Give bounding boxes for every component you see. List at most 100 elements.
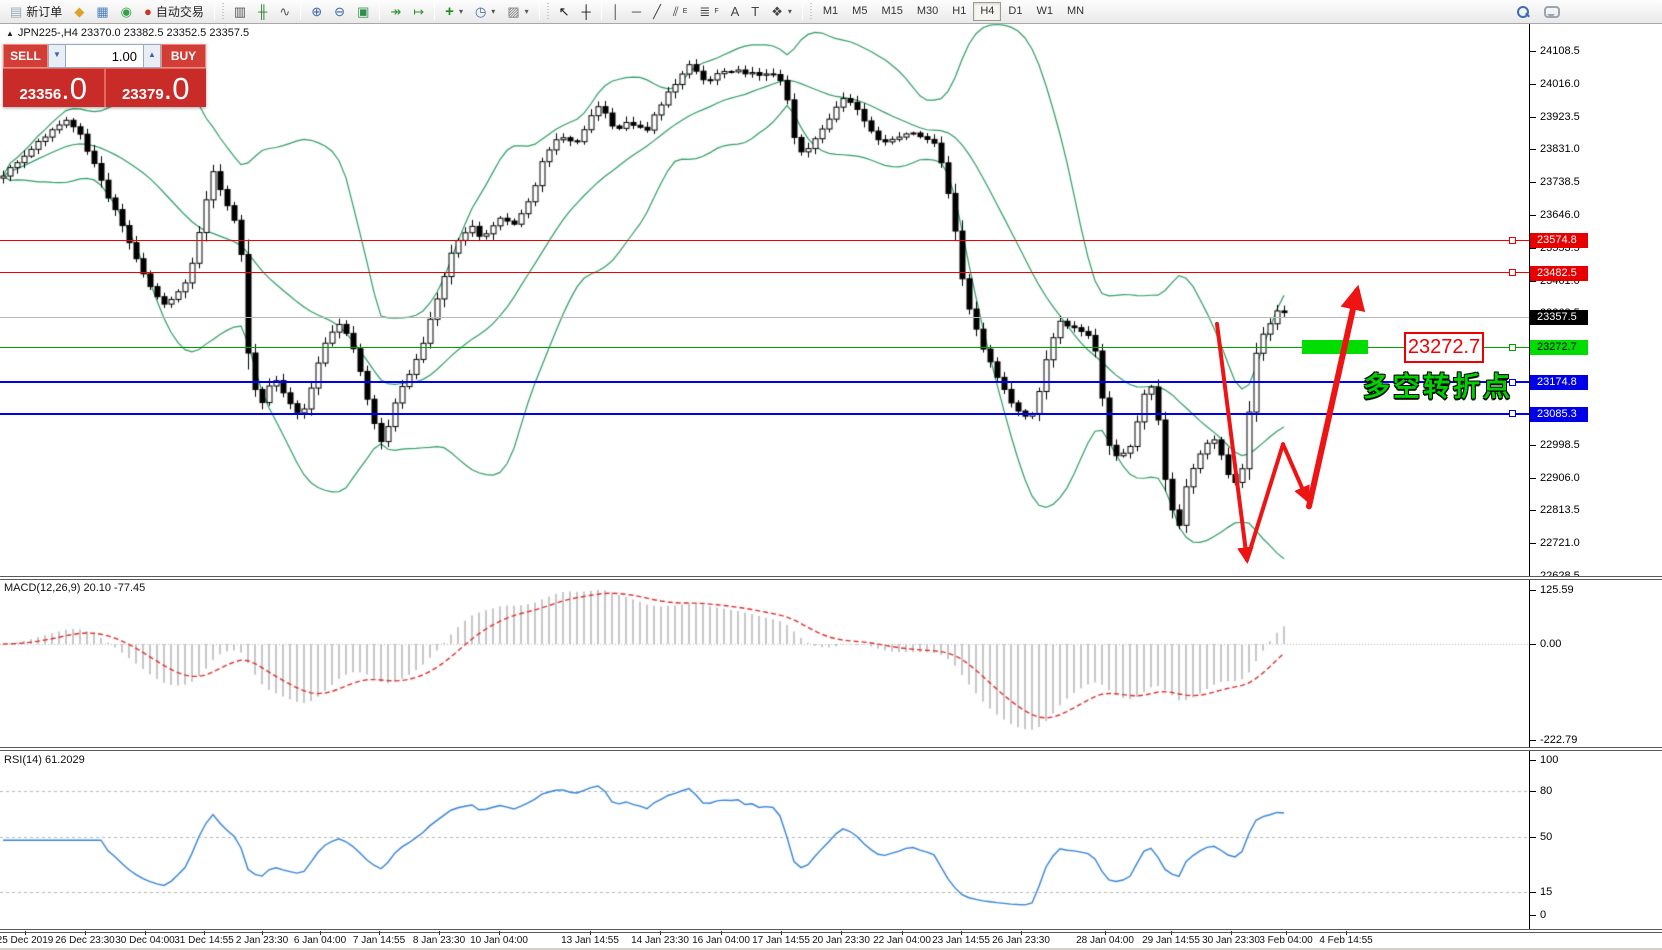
signals-button[interactable]: ◉	[115, 2, 138, 22]
timeframe-m30[interactable]: M30	[916, 5, 939, 17]
time-axis-tick	[262, 931, 263, 935]
vertical-line-button[interactable]: │	[606, 2, 626, 22]
price-axis-tick-mark	[1529, 116, 1536, 118]
buy-price[interactable]: 23379.0	[106, 69, 207, 107]
volume-decrease-icon[interactable]: ▼	[48, 44, 66, 68]
timeframe-m15[interactable]: M15	[881, 5, 903, 17]
sell-button[interactable]: SELL	[3, 44, 48, 68]
time-axis-label: 6 Jan 04:00	[293, 935, 347, 946]
line-handle[interactable]	[1509, 269, 1516, 277]
dropdown-caret-icon[interactable]: ▾	[458, 7, 463, 16]
chart-shift-button[interactable]: ↦	[407, 2, 430, 22]
toolbar-grip[interactable]	[220, 3, 226, 20]
line-chart-button[interactable]: ∿	[273, 2, 296, 22]
time-axis-tick	[1021, 931, 1022, 935]
time-axis-tick	[590, 931, 591, 935]
bottom-splitter	[0, 929, 1662, 933]
time-axis-tick	[721, 931, 722, 935]
line-handle[interactable]	[1509, 410, 1516, 418]
time-axis-label: 26 Dec 23:30	[55, 935, 115, 946]
zoom-in-button[interactable]: ⊕	[305, 2, 328, 22]
toolbar-separator	[213, 3, 215, 20]
time-axis-tick	[320, 931, 321, 935]
horizontal-line-object[interactable]	[0, 381, 1529, 384]
cursor-button[interactable]: ↖	[553, 2, 576, 22]
price-axis-tick: 24016.0	[1540, 77, 1580, 90]
timeframe-w1[interactable]: W1	[1036, 5, 1053, 17]
candlestick-chart-icon: ╫	[258, 3, 268, 19]
arrows-button[interactable]: ❖ ▾	[765, 2, 798, 22]
zoom-out-button[interactable]: ⊖	[328, 2, 351, 22]
timeframe-m1[interactable]: M1	[822, 5, 839, 17]
timeframe-h1[interactable]: H1	[952, 5, 967, 17]
time-axis-tick	[439, 931, 440, 935]
crosshair-button[interactable]: ┼	[576, 2, 597, 22]
fibonacci-button[interactable]: ≣ F	[693, 2, 724, 22]
horizontal-line-object[interactable]	[0, 272, 1529, 274]
time-axis-label: 2 Jan 23:30	[235, 935, 289, 946]
time-axis-label: 8 Jan 23:30	[412, 935, 466, 946]
line-handle[interactable]	[1509, 378, 1516, 386]
cn-annotation[interactable]: 多空转折点	[1363, 372, 1513, 402]
price-axis-tick: 23738.5	[1540, 176, 1580, 189]
candlestick-chart-button[interactable]: ╫	[252, 2, 273, 22]
macd-axis-tick	[1529, 644, 1536, 646]
horizontal-line-button[interactable]: ─	[626, 2, 647, 22]
new-order-button[interactable]: ▤ 新订单	[4, 2, 68, 22]
rsi-splitter[interactable]	[0, 747, 1662, 751]
timeframe-m5[interactable]: M5	[852, 5, 868, 17]
time-axis-tick	[204, 931, 205, 935]
macd-splitter[interactable]	[0, 576, 1662, 580]
line-price-label: 23085.3	[1530, 406, 1588, 422]
timeframe-mn[interactable]: MN	[1066, 5, 1085, 17]
dropdown-caret-icon[interactable]: ▾	[524, 7, 529, 16]
price-callout[interactable]: 23272.7	[1404, 332, 1484, 364]
periods-button[interactable]: ◷ ▾	[469, 2, 501, 22]
line-handle[interactable]	[1509, 236, 1516, 244]
price-axis-tick-mark	[1529, 247, 1536, 249]
price-chart-canvas[interactable]	[0, 0, 1529, 950]
search-icon[interactable]	[1516, 5, 1530, 19]
line-handle[interactable]	[1509, 343, 1516, 351]
templates-button[interactable]: ▨ ▾	[501, 2, 534, 22]
panel-collapse-icon[interactable]: ▲	[6, 28, 14, 38]
indicators-button[interactable]: + ▾	[439, 2, 469, 22]
horizontal-line-object[interactable]	[0, 346, 1529, 348]
equidistant-channel-button[interactable]: ⫽ E	[667, 2, 693, 22]
timeframe-h4[interactable]: H4	[973, 2, 1002, 21]
horizontal-line-object[interactable]	[0, 239, 1529, 241]
strategy-tester-button[interactable]: ▦	[90, 2, 114, 22]
sell-price[interactable]: 23356.0	[3, 69, 104, 107]
autotrading-button[interactable]: ● 自动交易	[138, 2, 210, 22]
toolbar-grip[interactable]	[545, 3, 551, 20]
volume-increase-icon[interactable]: ▲	[143, 44, 161, 68]
time-axis-label: 20 Jan 23:30	[812, 935, 870, 946]
autotrading-icon: ●	[143, 3, 152, 19]
buy-button[interactable]: BUY	[161, 44, 206, 68]
horizontal-line-object[interactable]	[0, 412, 1529, 415]
support-zone-rect[interactable]	[1302, 340, 1368, 355]
timeframe-d1[interactable]: D1	[1008, 5, 1023, 17]
metaeditor-button[interactable]: ◆	[68, 2, 90, 22]
dropdown-caret-icon[interactable]: ▾	[787, 7, 792, 16]
toolbar-grip[interactable]	[808, 3, 814, 20]
text-label-button[interactable]: T	[745, 2, 765, 22]
fibonacci-icon: ≣	[699, 3, 711, 19]
time-axis-label: 31 Dec 14:55	[174, 935, 234, 946]
panel-divider	[103, 69, 106, 107]
text-button[interactable]: A	[725, 2, 746, 22]
add-indicator-icon: +	[445, 2, 454, 20]
tile-windows-button[interactable]: ▣	[351, 2, 375, 22]
bar-chart-button[interactable]: ▥	[228, 2, 252, 22]
text-label-icon: T	[751, 3, 760, 19]
line-chart-icon: ∿	[279, 3, 291, 19]
auto-scroll-button[interactable]: ↠	[384, 2, 407, 22]
trendline-button[interactable]: ╱	[647, 2, 667, 22]
dropdown-caret-icon[interactable]: ▾	[491, 7, 496, 16]
time-axis-label: 4 Feb 14:55	[1319, 935, 1373, 946]
chat-icon[interactable]	[1544, 5, 1560, 18]
macd-label: MACD(12,26,9) 20.10 -77.45	[4, 582, 146, 594]
main-toolbar: ▤ 新订单 ◆ ▦ ◉ ● 自动交易 ▥ ╫ ∿ ⊕ ⊖ ▣ ↠ ↦ + ▾ ◷ ▾ ▨ ▾ ↖ ┼ │ ─ ╱ ⫽ E ≣ F A T ❖ ▾ M…	[0, 0, 1662, 24]
new-order-button-label: 新订单	[26, 5, 63, 19]
volume-input[interactable]	[66, 44, 143, 68]
